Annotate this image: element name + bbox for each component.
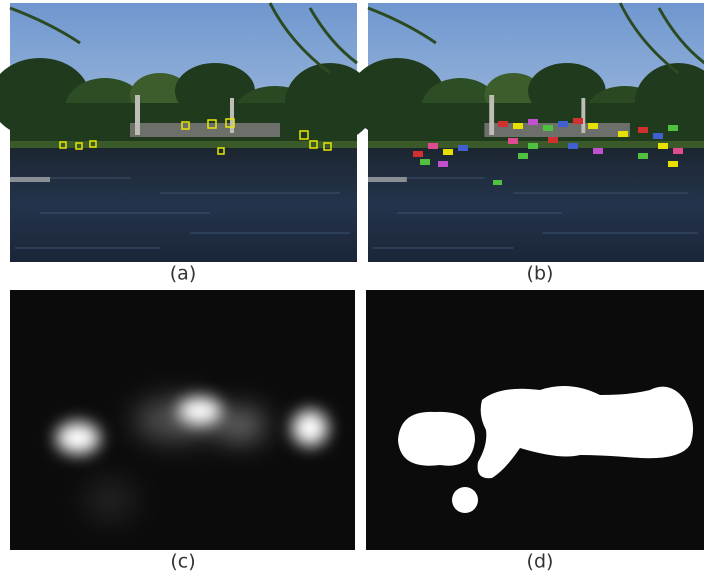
panel-label: (b): [527, 263, 554, 285]
panel-c: [10, 290, 355, 550]
page: (a) (b): [0, 0, 704, 575]
panel-b: [349, 3, 704, 262]
panel-label: (a): [170, 263, 196, 285]
panel-d: [366, 290, 704, 550]
panel-label: (d): [527, 551, 554, 573]
panel-label: (c): [170, 551, 195, 573]
figure: (a) (b): [0, 0, 704, 575]
panel-a: [0, 3, 375, 262]
